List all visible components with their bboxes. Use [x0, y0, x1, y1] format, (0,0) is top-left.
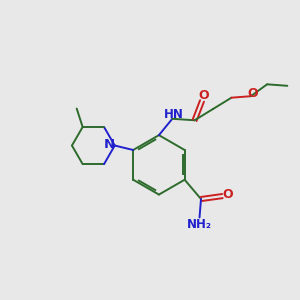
Text: HN: HN — [164, 108, 184, 121]
Text: O: O — [198, 88, 209, 101]
Text: N: N — [104, 138, 115, 151]
Text: O: O — [247, 87, 258, 100]
Text: NH₂: NH₂ — [187, 218, 212, 230]
Text: O: O — [222, 188, 233, 201]
